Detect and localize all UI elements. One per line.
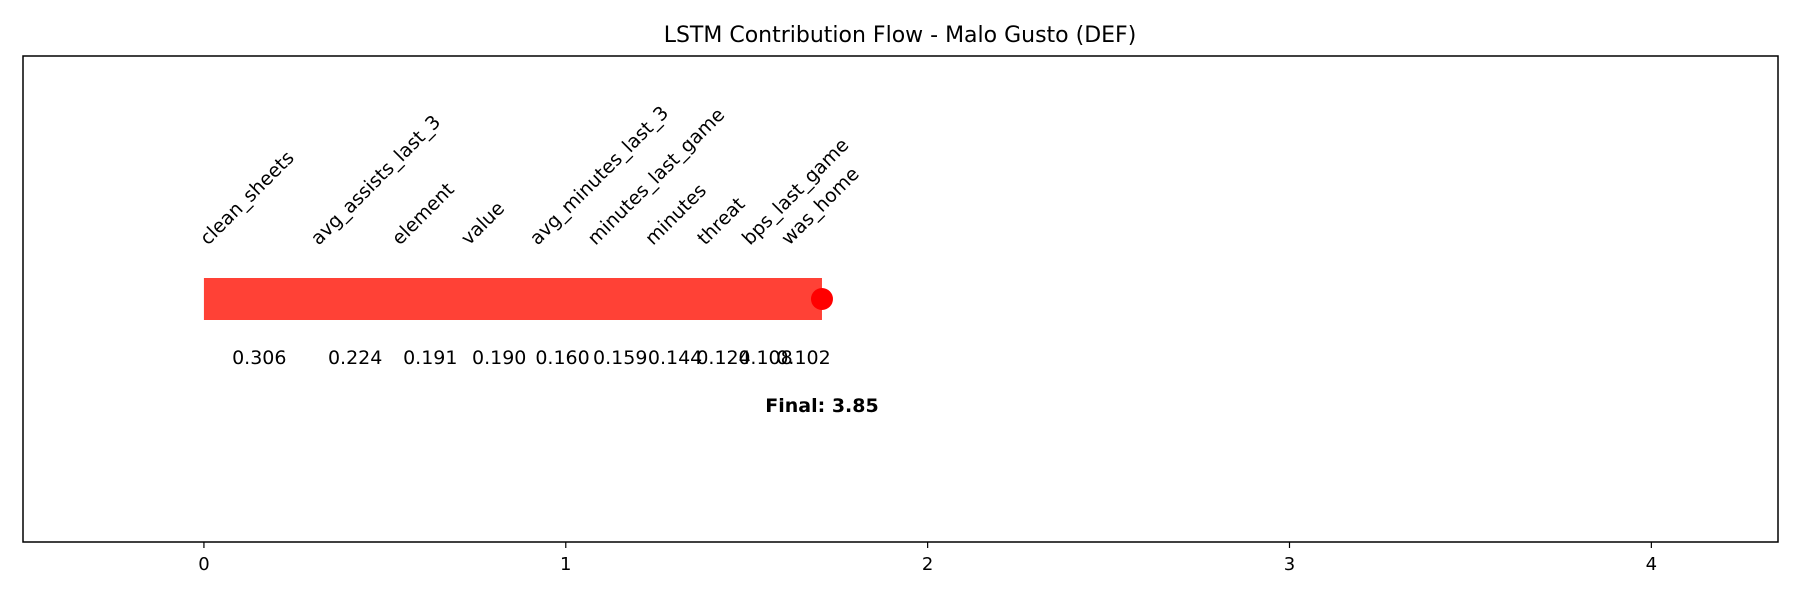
- feature-label-clean-sheets: clean_sheets: [196, 147, 299, 250]
- plot-frame: [22, 55, 1779, 543]
- x-tick-label: 2: [922, 554, 933, 575]
- value-label-value: 0.190: [472, 347, 526, 369]
- feature-label-value: value: [457, 197, 509, 249]
- contribution-bar: [203, 278, 822, 320]
- feature-label-element: element: [388, 179, 459, 250]
- value-label-threat: 0.124: [696, 347, 750, 369]
- x-tick-label: 3: [1284, 554, 1295, 575]
- value-label-bps-last-game: 0.108: [738, 347, 792, 369]
- feature-label-avg-assists-last-3: avg_assists_last_3: [307, 111, 445, 249]
- value-label-clean-sheets: 0.306: [232, 347, 286, 369]
- value-label-minutes: 0.144: [648, 347, 702, 369]
- x-tick-label: 0: [198, 554, 209, 575]
- chart-title: LSTM Contribution Flow - Malo Gusto (DEF…: [664, 23, 1137, 48]
- final-marker: [810, 288, 833, 310]
- value-label-avg-minutes-last-3: 0.160: [535, 347, 589, 369]
- value-label-element: 0.191: [403, 347, 457, 369]
- x-axis: 0 1 2 3 4: [198, 542, 1657, 575]
- x-tick-label: 4: [1646, 554, 1657, 575]
- chart-marks: clean_sheets 0.306 avg_assists_last_3 0.224…: [196, 102, 879, 417]
- value-label-avg-assists-last-3: 0.224: [328, 347, 382, 369]
- value-label-minutes-last-game: 0.159: [593, 347, 647, 369]
- value-label-was-home: 0.102: [776, 347, 830, 369]
- final-label: Final: 3.85: [765, 395, 878, 417]
- x-tick-label: 1: [560, 554, 571, 575]
